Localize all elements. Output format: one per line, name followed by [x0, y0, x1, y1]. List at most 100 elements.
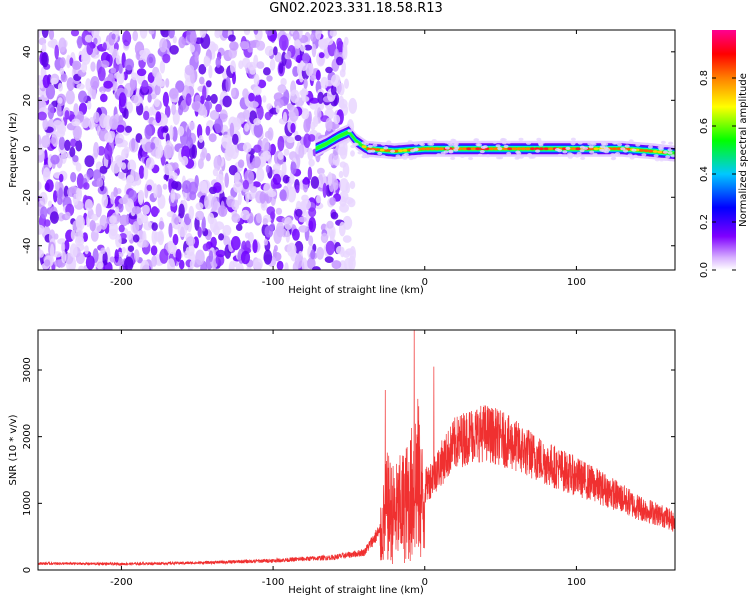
noise-speckle	[64, 240, 70, 252]
noise-speckle	[229, 41, 239, 51]
noise-speckle	[143, 165, 149, 180]
noise-speckle	[150, 245, 158, 256]
noise-speckle	[186, 126, 192, 142]
noise-speckle	[100, 247, 106, 255]
noise-speckle	[42, 74, 50, 88]
noise-speckle	[171, 180, 179, 190]
noise-speckle	[95, 203, 102, 218]
noise-speckle	[188, 205, 195, 220]
noise-speckle	[215, 254, 225, 266]
noise-speckle	[303, 133, 311, 148]
ridge-noise	[506, 151, 512, 156]
noise-speckle	[139, 30, 148, 39]
noise-speckle	[315, 69, 321, 81]
noise-speckle	[132, 30, 138, 42]
noise-speckle	[178, 36, 186, 49]
noise-speckle	[63, 185, 69, 198]
noise-speckle	[284, 217, 293, 230]
ridge-core	[516, 147, 522, 151]
bottom-y-tick-label: 0	[22, 567, 33, 573]
colorbar-tick-label: 0.0	[699, 262, 710, 278]
noise-speckle	[242, 142, 252, 153]
noise-speckle	[303, 78, 308, 89]
ridge-core	[507, 147, 513, 151]
spectrogram-noise	[38, 30, 358, 270]
noise-speckle	[151, 229, 158, 245]
noise-speckle	[199, 30, 207, 38]
top-y-tick-label: -20	[22, 189, 33, 205]
noise-speckle	[50, 77, 59, 85]
noise-speckle	[235, 262, 244, 270]
noise-speckle	[202, 243, 210, 252]
ridge-core	[429, 147, 435, 151]
noise-speckle	[54, 181, 60, 192]
noise-speckle	[143, 110, 150, 121]
noise-speckle	[75, 139, 83, 152]
noise-speckle	[302, 178, 311, 185]
noise-speckle	[66, 54, 71, 69]
ridge-noise	[601, 142, 607, 146]
noise-speckle	[225, 76, 231, 92]
noise-speckle	[277, 136, 285, 152]
noise-speckle	[237, 159, 245, 168]
noise-speckle	[77, 35, 83, 49]
noise-speckle	[317, 167, 325, 175]
bottom-y-ticks: 0 1000 2000 3000	[22, 357, 675, 573]
noise-speckle	[41, 135, 51, 149]
noise-speckle	[307, 147, 314, 161]
noise-speckle	[205, 153, 211, 162]
noise-speckle	[108, 46, 114, 54]
noise-speckle	[262, 150, 271, 161]
noise-speckle	[70, 30, 80, 37]
colorbar-label: Normalized spectral amplitude	[738, 73, 749, 227]
noise-speckle	[38, 181, 42, 191]
noise-speckle	[264, 111, 272, 121]
noise-speckle	[330, 74, 341, 87]
noise-speckle	[154, 84, 161, 96]
noise-speckle	[272, 173, 282, 185]
noise-speckle	[307, 166, 313, 180]
ridge-noise	[497, 147, 503, 151]
noise-speckle	[342, 235, 352, 243]
noise-speckle	[59, 57, 66, 68]
noise-speckle	[247, 231, 254, 244]
noise-speckle	[72, 155, 79, 163]
noise-speckle	[90, 61, 96, 72]
noise-speckle	[223, 235, 231, 247]
noise-speckle	[131, 137, 136, 151]
noise-speckle	[285, 229, 291, 243]
noise-speckle	[47, 103, 55, 120]
ridge-noise	[444, 140, 450, 144]
ridge-core	[652, 150, 658, 153]
noise-speckle	[191, 101, 201, 111]
noise-speckle	[118, 92, 127, 107]
noise-speckle	[84, 199, 93, 211]
ridge-noise	[574, 154, 580, 158]
noise-speckle	[263, 182, 272, 194]
ridge-noise	[482, 145, 488, 149]
ridge-core	[575, 147, 581, 151]
colorbar-tick-label: 0.2	[699, 214, 710, 230]
noise-speckle	[73, 103, 79, 116]
noise-speckle	[272, 163, 281, 171]
ridge-noise	[570, 137, 576, 141]
noise-speckle	[228, 34, 236, 42]
noise-speckle	[56, 103, 62, 117]
noise-speckle	[266, 103, 273, 111]
noise-speckle	[146, 184, 152, 191]
noise-speckle	[280, 78, 287, 86]
noise-speckle	[339, 161, 347, 168]
noise-speckle	[215, 56, 221, 68]
ridge-noise	[647, 145, 653, 149]
noise-speckle	[211, 196, 218, 212]
noise-speckle	[41, 52, 49, 68]
ridge-core	[571, 147, 576, 151]
ridge-noise	[459, 154, 465, 158]
noise-speckle	[308, 207, 317, 218]
noise-speckle	[213, 155, 222, 171]
noise-speckle	[252, 86, 262, 96]
noise-speckle	[349, 246, 356, 262]
noise-speckle	[338, 98, 348, 109]
